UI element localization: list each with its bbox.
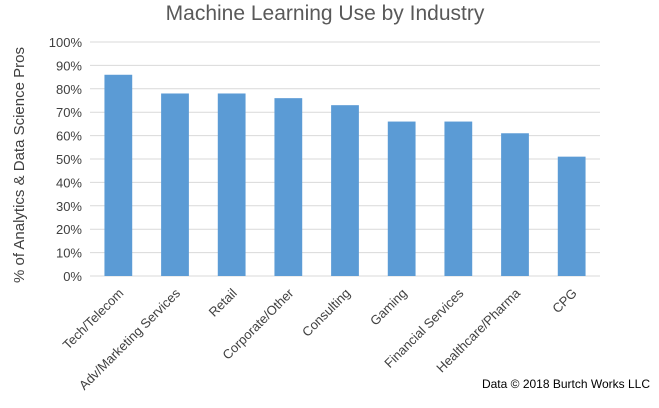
- y-tick-label: 70%: [56, 105, 82, 120]
- y-tick-label: 80%: [56, 82, 82, 97]
- y-tick-label: 30%: [56, 199, 82, 214]
- chart-title: Machine Learning Use by Industry: [166, 2, 485, 25]
- y-tick-label: 50%: [56, 152, 82, 167]
- y-tick-label: 40%: [56, 175, 82, 190]
- bar: [387, 121, 416, 276]
- x-tick-label: CPG: [549, 286, 580, 317]
- y-axis-ticks: 0% 10% 20% 30% 40% 50% 60% 70% 80% 90% 100%: [49, 35, 83, 284]
- bar: [557, 156, 586, 276]
- bar: [104, 74, 133, 276]
- x-tick-label: Consulting: [299, 286, 353, 340]
- y-tick-label: 100%: [49, 35, 83, 50]
- bar: [161, 93, 189, 276]
- y-tick-label: 90%: [56, 58, 82, 73]
- bar: [501, 133, 529, 276]
- bars: [104, 74, 586, 277]
- x-tick-label: Retail: [206, 285, 240, 319]
- x-tick-label: Gaming: [367, 286, 410, 329]
- source-note: Data © 2018 Burtch Works LLC: [482, 377, 650, 391]
- bar: [331, 105, 359, 277]
- x-tick-label: Adv/Marketing Services: [76, 285, 184, 393]
- y-tick-label: 0%: [63, 269, 82, 284]
- bar: [217, 93, 246, 276]
- bar: [444, 121, 473, 276]
- y-axis-label: % of Analytics & Data Science Pros: [11, 47, 28, 283]
- bar: [274, 98, 303, 276]
- y-tick-label: 20%: [56, 222, 82, 237]
- y-tick-label: 10%: [56, 246, 82, 261]
- y-tick-label: 60%: [56, 129, 82, 144]
